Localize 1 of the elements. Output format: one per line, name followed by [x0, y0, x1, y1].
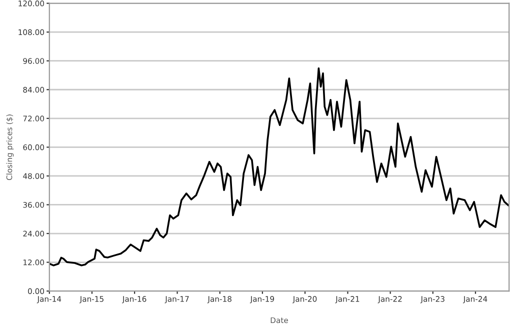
line-series	[49, 67, 510, 266]
